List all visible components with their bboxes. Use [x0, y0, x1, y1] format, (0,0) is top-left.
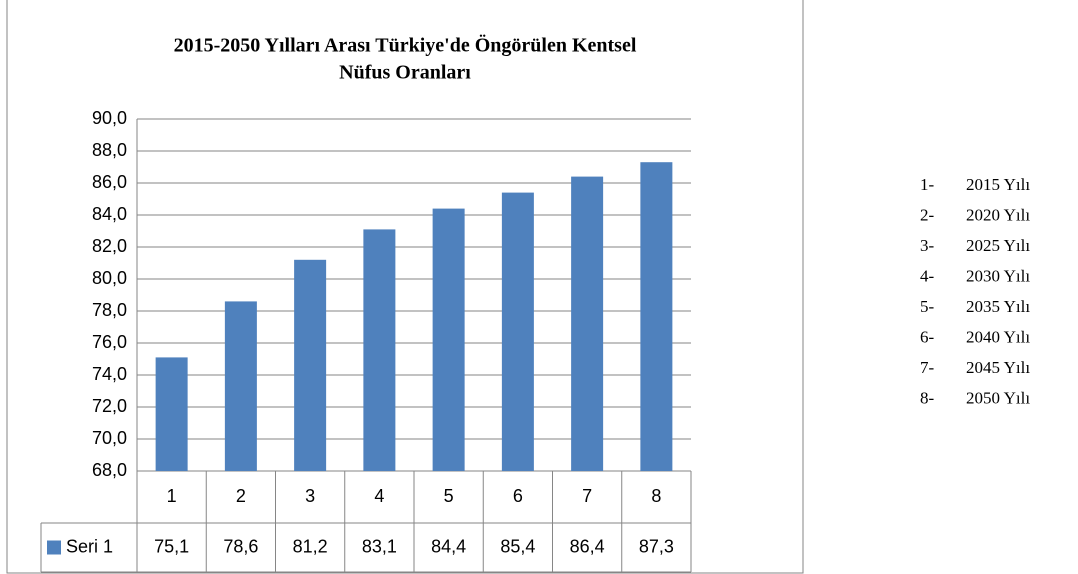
note-number: 1-	[920, 175, 935, 194]
bar	[363, 229, 396, 471]
y-tick-label: 76,0	[92, 332, 127, 352]
legend-swatch	[47, 540, 61, 555]
note-number: 7-	[920, 358, 935, 377]
y-tick-label: 80,0	[92, 268, 127, 288]
chart-title: 2015-2050 Yılları Arası Türkiye'de Öngör…	[174, 34, 637, 57]
note-number: 3-	[920, 236, 935, 255]
x-tick-label: 4	[374, 486, 384, 506]
note-number: 6-	[920, 327, 935, 346]
bar	[224, 301, 257, 471]
bar	[571, 176, 604, 471]
note-label: 2050 Yılı	[966, 388, 1030, 407]
x-tick-label: 7	[582, 486, 592, 506]
bar	[294, 259, 327, 471]
data-label: 84,4	[431, 536, 466, 556]
y-tick-label: 72,0	[92, 396, 127, 416]
y-tick-label: 90,0	[92, 108, 127, 128]
note-label: 2030 Yılı	[966, 266, 1030, 285]
x-tick-label: 1	[167, 486, 177, 506]
y-tick-label: 78,0	[92, 300, 127, 320]
y-tick-label: 68,0	[92, 460, 127, 480]
x-tick-label: 3	[305, 486, 315, 506]
x-tick-label: 5	[444, 486, 454, 506]
y-tick-label: 88,0	[92, 140, 127, 160]
data-label: 78,6	[223, 536, 258, 556]
y-tick-label: 86,0	[92, 172, 127, 192]
data-label: 81,2	[293, 536, 328, 556]
y-tick-label: 84,0	[92, 204, 127, 224]
note-number: 4-	[920, 266, 935, 285]
note-label: 2035 Yılı	[966, 297, 1030, 316]
data-label: 75,1	[154, 536, 189, 556]
note-label: 2025 Yılı	[966, 236, 1030, 255]
data-label: 83,1	[362, 536, 397, 556]
chart-frame	[6, 0, 804, 574]
legend-label: Seri 1	[66, 536, 113, 556]
x-tick-label: 6	[513, 486, 523, 506]
note-number: 2-	[920, 205, 935, 224]
note-label: 2040 Yılı	[966, 327, 1030, 346]
bar	[501, 192, 534, 471]
data-label: 86,4	[570, 536, 605, 556]
y-tick-label: 70,0	[92, 428, 127, 448]
note-label: 2015 Yılı	[966, 175, 1030, 194]
bar	[155, 357, 188, 471]
note-number: 8-	[920, 388, 935, 407]
note-number: 5-	[920, 297, 935, 316]
chart-subtitle: Nüfus Oranları	[339, 62, 471, 84]
bar	[432, 208, 465, 471]
data-label: 85,4	[500, 536, 535, 556]
y-tick-label: 74,0	[92, 364, 127, 384]
note-label: 2020 Yılı	[966, 205, 1030, 224]
data-label: 87,3	[639, 536, 674, 556]
x-tick-label: 2	[236, 486, 246, 506]
y-tick-label: 82,0	[92, 236, 127, 256]
x-tick-label: 8	[651, 486, 661, 506]
note-label: 2045 Yılı	[966, 358, 1030, 377]
bar	[640, 162, 673, 471]
